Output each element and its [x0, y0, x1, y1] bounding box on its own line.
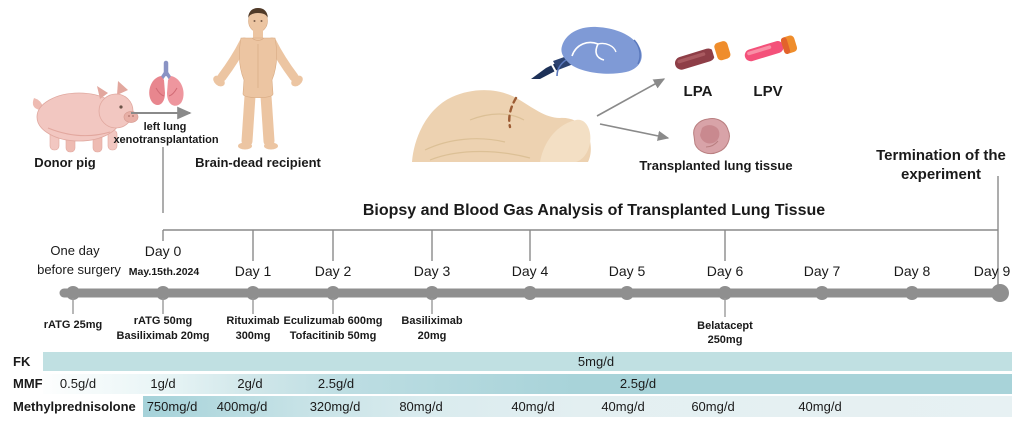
drug-label-day3-line1: Basiliximab — [401, 315, 463, 327]
lung-icon — [149, 60, 184, 106]
day-label-2: Day 2 — [314, 263, 352, 279]
chest-incision-icon — [412, 90, 591, 162]
day-label-0: Day 0 — [144, 243, 182, 259]
mp-dose-value-4: 40mg/d — [511, 399, 555, 414]
termination-label-line2: experiment — [900, 166, 982, 183]
timeline-axis — [59, 284, 1009, 302]
mmf-dose-value-0: 0.5g/d — [59, 376, 97, 391]
fk-dose-bar — [43, 352, 1012, 371]
mmf-dose-value-2: 2g/d — [237, 376, 263, 391]
day-label-8: Day 8 — [893, 263, 931, 279]
transplant-caption-line2: xenotransplantation — [113, 134, 219, 146]
drug-label-day0-line2: Basiliximab 20mg — [116, 330, 210, 342]
mmf-row-label: MMF — [13, 376, 43, 391]
biopsy-title: Biopsy and Blood Gas Analysis of Transpl… — [362, 202, 826, 219]
drug-label-day1-line2: 300mg — [235, 330, 271, 342]
lpv-tube-icon — [744, 35, 798, 62]
tissue-label: Transplanted lung tissue — [639, 158, 793, 173]
drug-label-day2-line1: Eculizumab 600mg — [283, 315, 383, 327]
day-label-5: Day 5 — [608, 263, 646, 279]
recipient-label: Brain-dead recipient — [195, 155, 321, 170]
day-label-6: Day 6 — [706, 263, 744, 279]
lpv-label: LPV — [753, 83, 783, 100]
donor-pig-label: Donor pig — [34, 155, 96, 170]
day-label-pre-line2: before surgery — [37, 262, 121, 277]
day-0-date: May.15th.2024 — [128, 266, 200, 278]
day-label-3: Day 3 — [413, 263, 451, 279]
donor-pig-icon — [32, 81, 139, 153]
lpa-tube-icon — [674, 41, 731, 70]
fk-row-label: FK — [13, 354, 31, 369]
drug-label-day3-line2: 20mg — [417, 330, 447, 342]
biopsy-bracket — [162, 147, 999, 289]
drug-label-ratg25-line1: rATG 25mg — [43, 319, 103, 331]
mp-dose-value-7: 40mg/d — [798, 399, 842, 414]
tissue-sample-arrow — [599, 123, 670, 141]
day-label-7: Day 7 — [803, 263, 841, 279]
drug-label-day6-line2: 250mg — [707, 334, 743, 346]
mmf-dose-value-1: 1g/d — [150, 376, 176, 391]
mp-dose-value-0: 750mg/d — [146, 399, 198, 414]
day-label-1: Day 1 — [234, 263, 272, 279]
drug-label-day6-line1: Belatacept — [697, 320, 753, 332]
termination-label-line1: Termination of the — [876, 147, 1006, 164]
transplant-caption-line1: left lung — [143, 121, 187, 133]
methylprednisolone-dose-bar — [143, 396, 1012, 417]
recipient-icon — [213, 8, 303, 150]
mp-dose-value-2: 320mg/d — [309, 399, 361, 414]
mmf-dose-bar — [43, 374, 1012, 394]
drug-label-day2-line2: Tofacitinib 50mg — [289, 330, 377, 342]
mp-dose-value-1: 400mg/d — [216, 399, 268, 414]
day-label-4: Day 4 — [511, 263, 549, 279]
mp-dose-value-6: 60mg/d — [691, 399, 735, 414]
day-label-9: Day 9 — [973, 263, 1011, 279]
blood-sample-arrow — [596, 78, 666, 117]
day-label-pre-line1: One day — [50, 243, 100, 258]
gloved-hand-scalpel-icon — [531, 26, 642, 79]
lung-tissue-icon — [693, 118, 730, 155]
fk-dose-value: 5mg/d — [577, 354, 615, 369]
methylprednisolone-row-label: Methylprednisolone — [13, 399, 136, 414]
mmf-dose-value-3: 2.5g/d — [317, 376, 355, 391]
mmf-dose-value-4: 2.5g/d — [619, 376, 657, 391]
drug-connectors — [72, 298, 726, 317]
drug-label-day1-line1: Rituximab — [226, 315, 280, 327]
lpa-label: LPA — [683, 83, 713, 100]
mp-dose-value-3: 80mg/d — [399, 399, 443, 414]
mp-dose-value-5: 40mg/d — [601, 399, 645, 414]
drug-label-day0-line1: rATG 50mg — [133, 315, 193, 327]
